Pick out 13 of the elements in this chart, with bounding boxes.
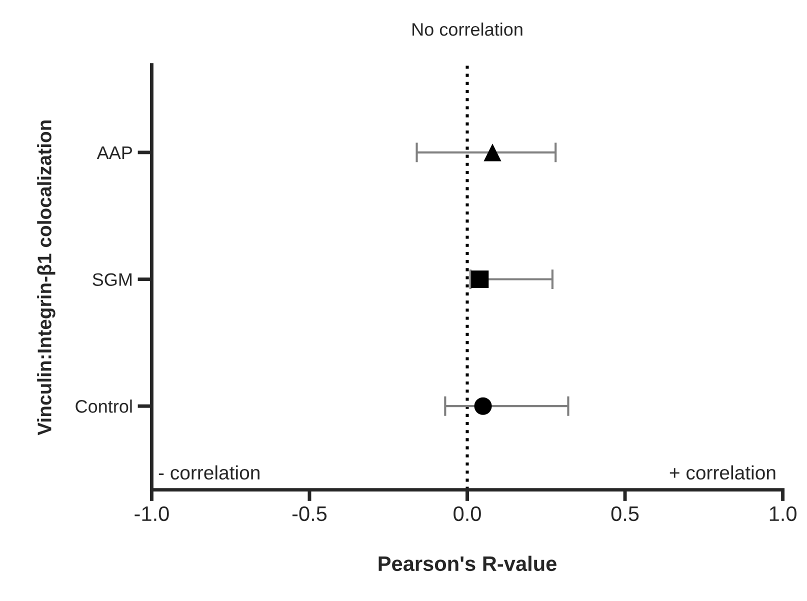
x-tick-label: 0.5	[611, 506, 639, 522]
x-tick-label: -0.5	[292, 506, 327, 522]
x-tick-label: 0.0	[454, 506, 481, 522]
y-axis-title: Vinculin:Integrin-β1 colocalization	[37, 120, 56, 436]
y-tick-label: SGM	[92, 273, 132, 286]
annotation: - correlation	[158, 465, 260, 480]
y-tick-label: AAP	[96, 146, 132, 159]
annotation: + correlation	[670, 465, 776, 480]
ref-line-label: No correlation	[412, 22, 522, 36]
x-tick-label: 1.0	[770, 506, 796, 522]
x-tick-label: -1.0	[134, 506, 169, 522]
x-axis-title: Pearson's R-value	[378, 556, 556, 572]
y-tick-label: Control	[76, 400, 132, 413]
